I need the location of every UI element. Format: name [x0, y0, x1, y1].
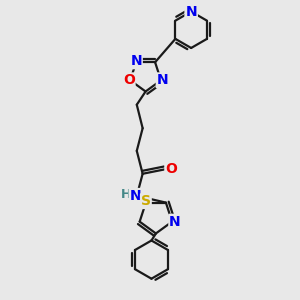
Text: O: O — [123, 73, 135, 87]
Text: O: O — [165, 162, 177, 176]
Text: N: N — [169, 215, 181, 229]
Text: N: N — [157, 73, 168, 87]
Text: N: N — [130, 189, 141, 203]
Text: N: N — [185, 4, 197, 19]
Text: N: N — [130, 54, 142, 68]
Text: H: H — [120, 188, 131, 201]
Text: S: S — [141, 194, 151, 208]
